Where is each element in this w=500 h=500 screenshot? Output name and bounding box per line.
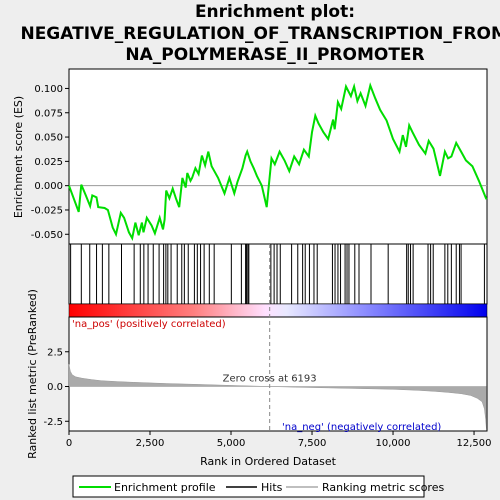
metric-y-tick-label: -2.5	[43, 417, 63, 428]
metric-y-tick-label: 2.5	[47, 347, 63, 358]
metric-y-axis-label: Ranked list metric (PreRanked)	[26, 289, 39, 459]
es-y-axis-label: Enrichment score (ES)	[12, 96, 25, 218]
x-tick-label: 5,000	[217, 438, 246, 449]
x-tick-label: 0	[66, 438, 72, 449]
plot-title-line-3: NA_POLYMERASE_II_PROMOTER	[125, 45, 424, 65]
es-y-axis: -0.050 -0.025 0.000 0.025 0.050 0.075 0.100	[31, 84, 69, 241]
x-tick-label: 2,500	[136, 438, 165, 449]
ranking-metric-area	[68, 364, 487, 430]
rank-gradient-bar	[68, 303, 488, 318]
es-y-tick-label: 0.000	[34, 181, 63, 192]
plot-title-line-2: NEGATIVE_REGULATION_OF_TRANSCRIPTION_FRO…	[20, 24, 500, 44]
es-y-tick-label: -0.050	[31, 230, 63, 241]
x-tick-label: 7,500	[298, 438, 327, 449]
es-y-tick-label: 0.050	[34, 133, 63, 144]
x-axis: 0 2,500 5,000 7,500 10,000 12,500	[66, 431, 492, 449]
hits-panel	[68, 243, 488, 305]
es-y-tick-label: 0.075	[34, 108, 63, 119]
legend-enrichment-profile: Enrichment profile	[114, 481, 216, 494]
legend: Enrichment profile Hits Ranking metric s…	[72, 475, 444, 498]
x-axis-label: Rank in Ordered Dataset	[200, 455, 337, 468]
metric-y-tick-label: 0.0	[47, 382, 63, 393]
legend-hits: Hits	[261, 481, 283, 494]
enrichment-profile-line	[68, 82, 488, 242]
legend-ranking-metric: Ranking metric scores	[322, 481, 444, 494]
zero-cross-label: Zero cross at 6193	[223, 374, 317, 385]
plot-title-line-1: Enrichment plot:	[195, 2, 355, 22]
metric-panel	[68, 316, 488, 432]
pos-label: 'na_pos' (positively correlated)	[72, 319, 226, 330]
x-tick-label: 10,000	[376, 438, 411, 449]
x-tick-label: 12,500	[457, 438, 492, 449]
es-y-tick-label: 0.100	[34, 84, 63, 95]
es-y-tick-label: 0.025	[34, 157, 63, 168]
neg-label: 'na_neg' (negatively correlated)	[282, 422, 441, 433]
metric-y-axis: -2.5 0.0 2.5	[43, 347, 69, 428]
hits-group	[70, 244, 485, 304]
es-y-tick-label: -0.025	[31, 205, 63, 216]
